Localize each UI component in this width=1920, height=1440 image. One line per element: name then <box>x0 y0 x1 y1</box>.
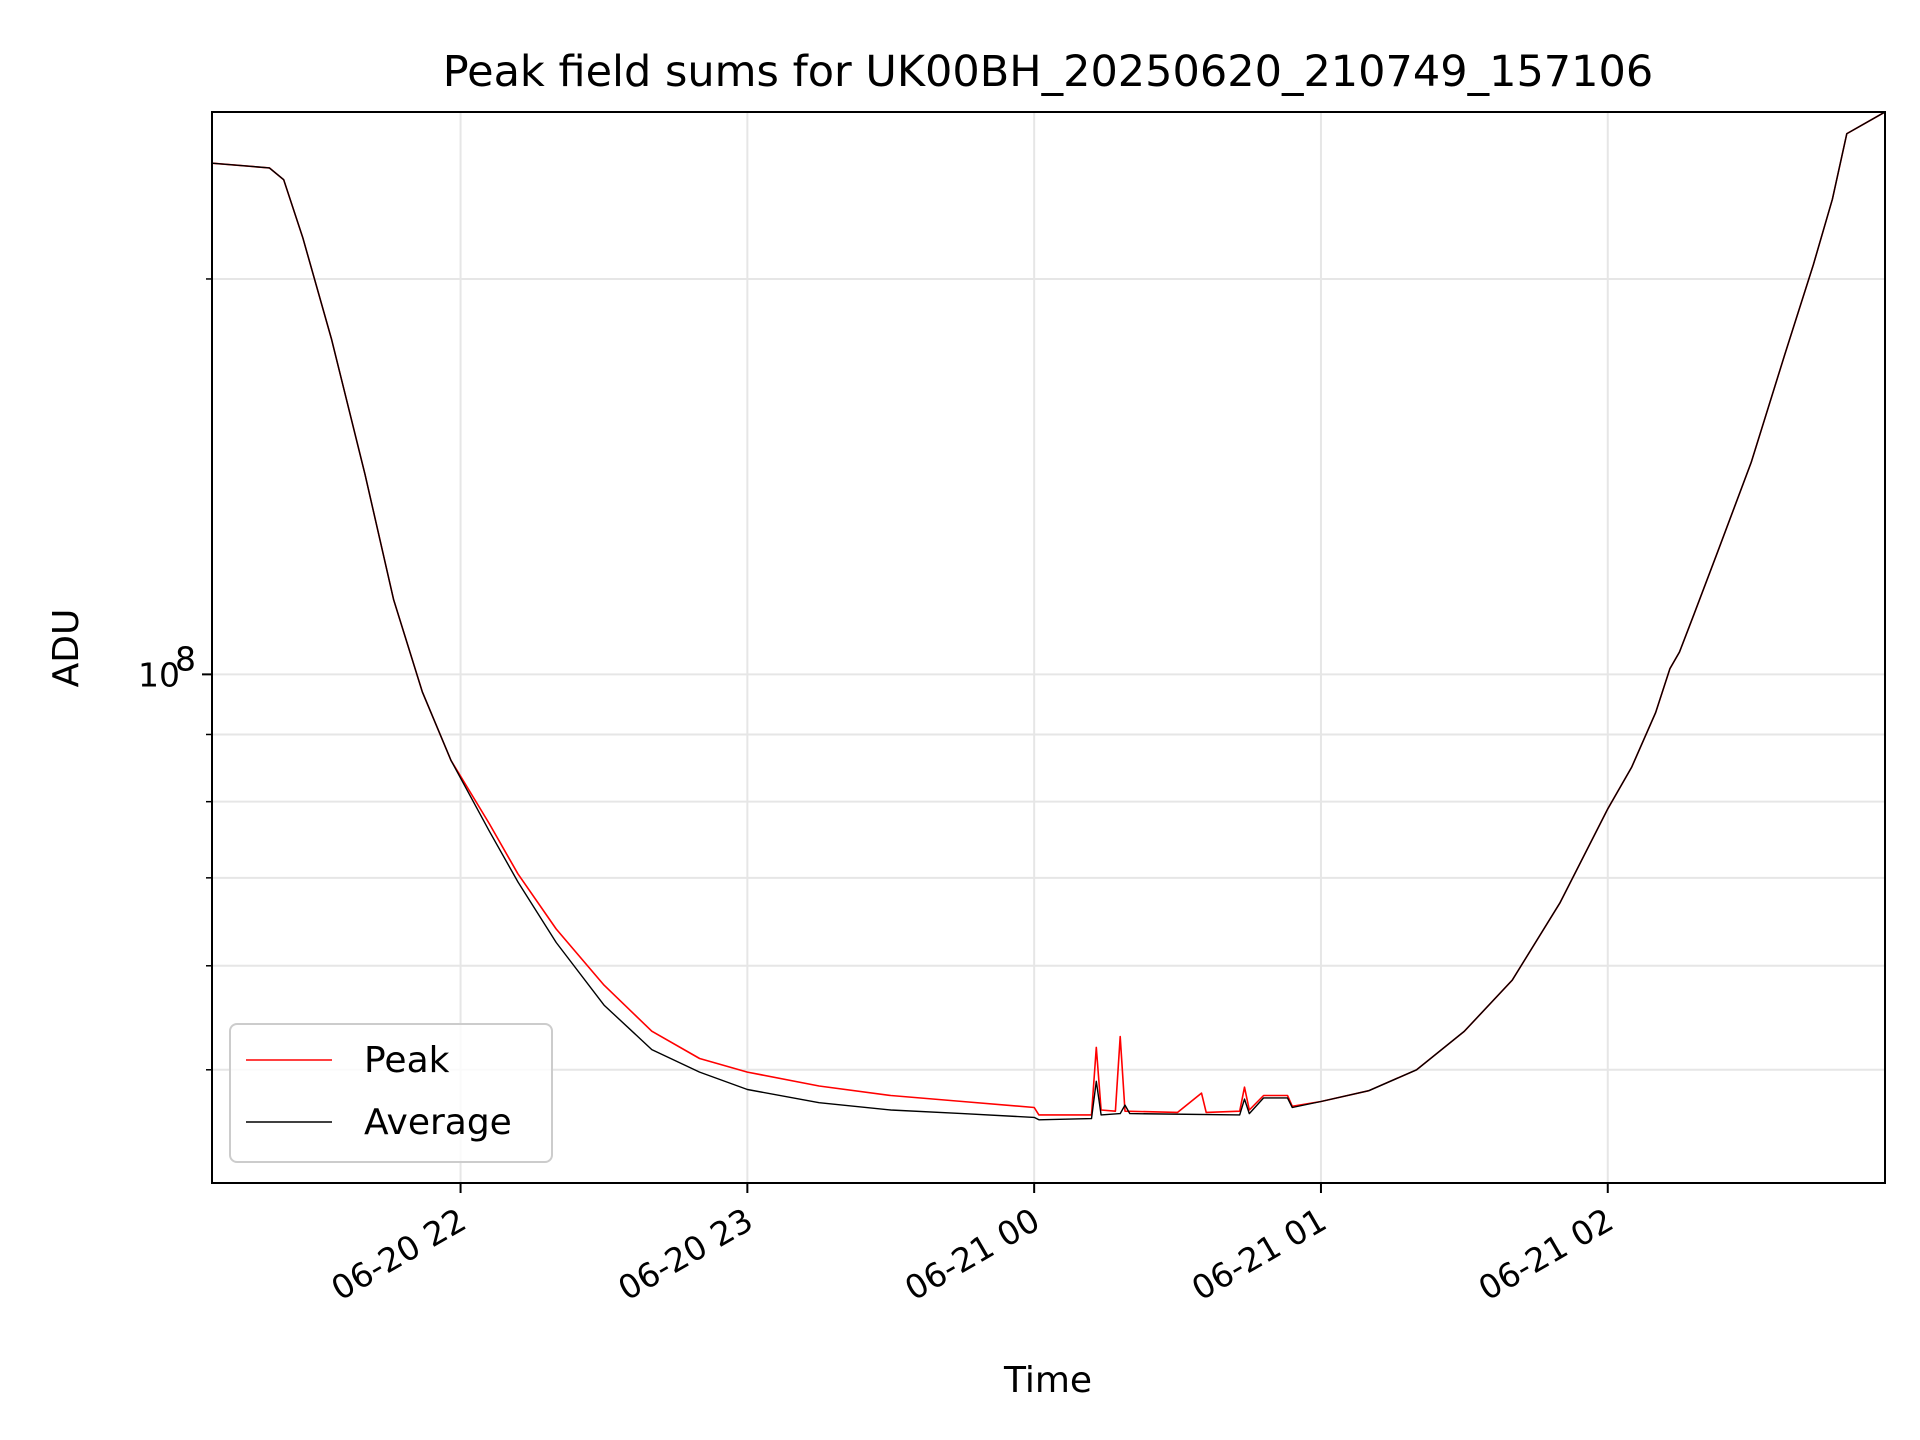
y-axis-label: ADU <box>46 609 87 688</box>
plot-frame <box>211 111 1886 1184</box>
legend-label-peak: Peak <box>364 1040 450 1081</box>
y-tick-label: 10 <box>138 655 180 694</box>
grid <box>212 112 1885 1183</box>
series-line-average <box>211 111 1886 1121</box>
series-layer <box>211 111 1886 1121</box>
chart-title: Peak field sums for UK00BH_20250620_2107… <box>443 47 1654 97</box>
x-axis-label: Time <box>1003 1360 1092 1401</box>
legend-label-average: Average <box>364 1102 512 1143</box>
plot-background <box>212 112 1885 1183</box>
legend-box <box>229 1023 553 1163</box>
y-tick-label-exponent: 8 <box>175 639 196 678</box>
legend: Peak Average <box>229 1023 553 1163</box>
